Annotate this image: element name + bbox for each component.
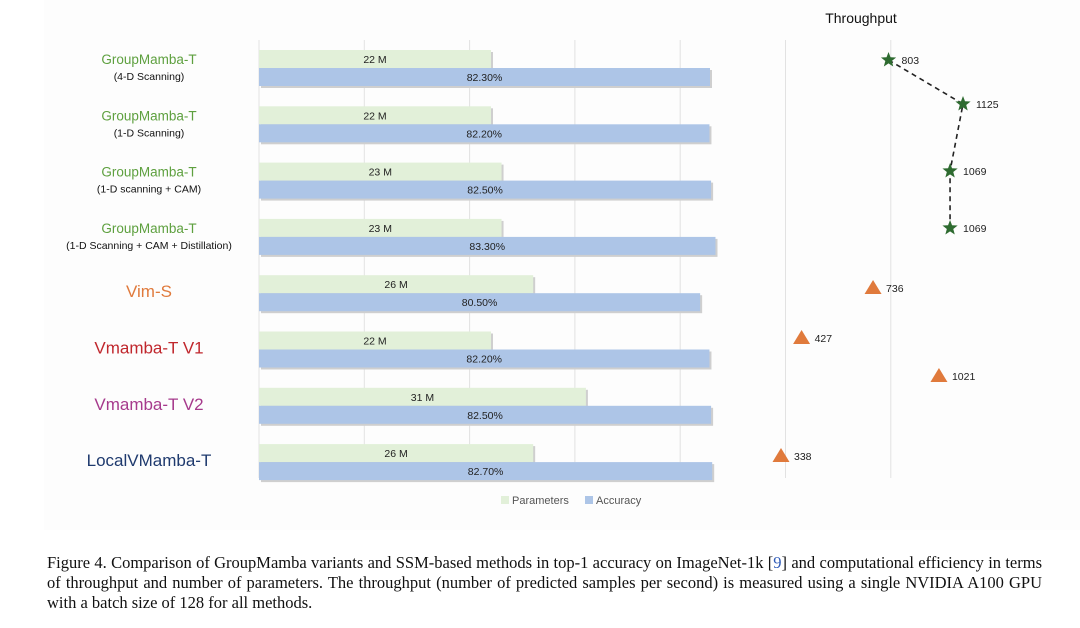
category-sublabel: (1-D scanning + CAM) — [97, 184, 201, 196]
accuracy-label: 80.50% — [462, 297, 498, 309]
parameters-label: 23 M — [369, 223, 392, 235]
throughput-triangle-marker — [930, 368, 948, 382]
parameters-bar — [259, 50, 491, 68]
throughput-triangle-marker — [864, 280, 882, 294]
parameters-label: 22 M — [363, 336, 386, 348]
category-label: GroupMamba-T — [101, 108, 196, 123]
category-sublabel: (4-D Scanning) — [114, 71, 185, 83]
throughput-label: 338 — [794, 451, 812, 463]
accuracy-bar — [259, 180, 712, 199]
accuracy-label: 82.30% — [467, 72, 503, 84]
parameters-label: 31 M — [411, 392, 434, 404]
parameters-bar — [259, 162, 502, 181]
legend-label: Parameters — [512, 495, 569, 507]
throughput-label: 1069 — [963, 166, 987, 178]
accuracy-bar — [259, 236, 716, 255]
throughput-star-marker — [955, 96, 971, 111]
figure: Throughput 22 M 82.30% GroupMamba-T (4-D Sca… — [44, 0, 1080, 530]
throughput-label: 1069 — [963, 223, 987, 235]
throughput-triangle-marker — [772, 448, 790, 462]
throughput-label: 803 — [902, 55, 920, 67]
legend-label: Accuracy — [596, 495, 642, 507]
parameters-bar — [259, 218, 502, 237]
category-label: Vmamba-T V2 — [94, 395, 203, 414]
accuracy-bar — [259, 68, 710, 86]
throughput-label: 1021 — [952, 371, 976, 383]
category-label: GroupMamba-T — [101, 52, 196, 67]
figure-caption: Figure 4. Comparison of GroupMamba varia… — [47, 553, 1042, 613]
category-label: LocalVMamba-T — [87, 451, 212, 470]
throughput-label: 427 — [815, 333, 833, 345]
caption-text-2: ] and computational efficiency in terms … — [47, 553, 1043, 612]
bar-chart: Throughput 22 M 82.30% GroupMamba-T (4-D Sca… — [66, 10, 999, 507]
parameters-bar — [259, 275, 534, 294]
category-label: GroupMamba-T — [101, 165, 196, 180]
caption-text-1: Figure 4. Comparison of GroupMamba varia… — [47, 553, 774, 572]
legend-swatch — [501, 496, 509, 504]
parameters-label: 23 M — [369, 167, 392, 179]
accuracy-bar — [259, 462, 713, 481]
accuracy-bar — [259, 349, 710, 368]
parameters-label: 26 M — [384, 279, 407, 291]
accuracy-label: 82.70% — [468, 466, 504, 478]
category-sublabel: (1-D Scanning + CAM + Distillation) — [66, 240, 232, 252]
throughput-star-marker — [942, 220, 958, 235]
throughput-label: 736 — [886, 283, 904, 295]
accuracy-bar — [259, 124, 710, 143]
parameters-label: 22 M — [363, 110, 386, 122]
throughput-label: 1125 — [976, 99, 999, 111]
throughput-title: Throughput — [825, 10, 897, 26]
throughput-triangle-marker — [793, 330, 811, 344]
accuracy-label: 82.50% — [467, 410, 503, 422]
category-sublabel: (1-D Scanning) — [114, 127, 185, 139]
accuracy-bar — [259, 405, 712, 424]
legend-swatch — [585, 496, 593, 504]
accuracy-label: 82.50% — [467, 185, 503, 197]
accuracy-label: 82.20% — [466, 128, 502, 140]
parameters-bar — [259, 106, 491, 125]
throughput-connector-line — [888, 59, 964, 228]
caption-reference: 9 — [773, 553, 782, 572]
category-label: Vmamba-T V1 — [94, 339, 203, 358]
category-label: GroupMamba-T — [101, 221, 196, 236]
accuracy-label: 82.20% — [466, 354, 502, 366]
accuracy-label: 83.30% — [469, 241, 505, 253]
category-label: Vim-S — [126, 282, 172, 301]
throughput-star-marker — [942, 163, 958, 178]
accuracy-bar — [259, 293, 701, 312]
parameters-label: 22 M — [363, 54, 386, 66]
parameters-bar — [259, 331, 491, 350]
throughput-star-marker — [880, 52, 897, 67]
parameters-bar — [259, 444, 534, 463]
parameters-bar — [259, 387, 586, 406]
parameters-label: 26 M — [384, 448, 407, 460]
